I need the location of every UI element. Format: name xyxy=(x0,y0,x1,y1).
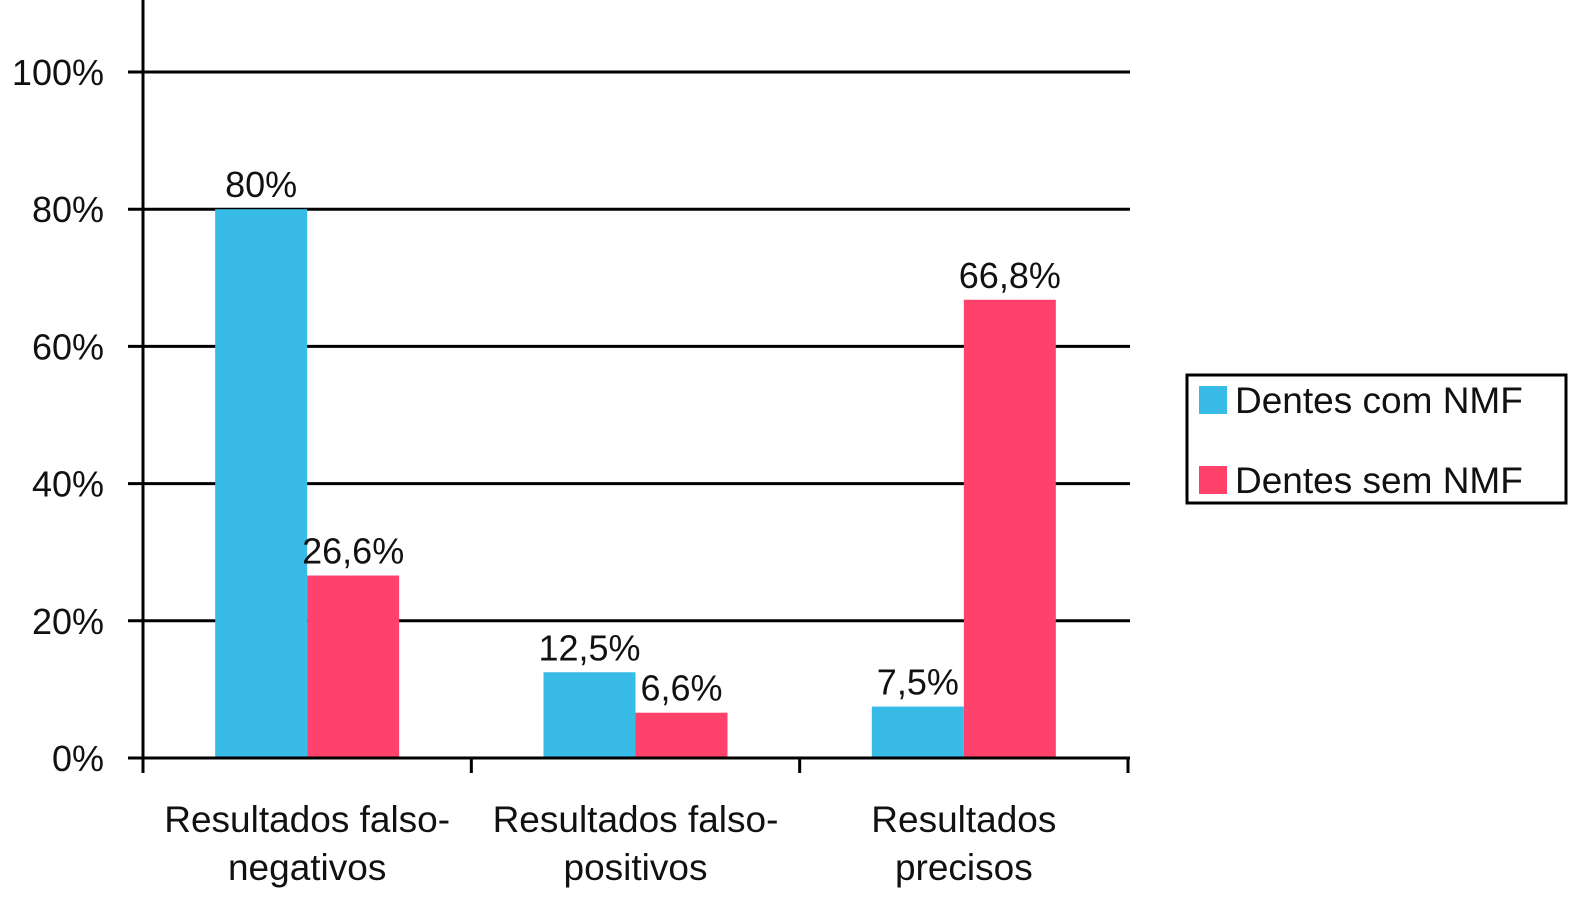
data-label: 26,6% xyxy=(302,531,404,572)
y-tick-label: 20% xyxy=(32,601,104,642)
legend-swatch xyxy=(1199,466,1227,494)
y-tick-label: 100% xyxy=(12,52,104,93)
x-category-label: precisos xyxy=(895,847,1033,888)
legend-label: Dentes com NMF xyxy=(1235,380,1523,421)
y-tick-label: 0% xyxy=(52,738,104,779)
y-tick-label: 40% xyxy=(32,464,104,505)
legend-box xyxy=(1185,373,1568,505)
bar-dentes-sem-nmf xyxy=(635,712,728,758)
data-label: 12,5% xyxy=(538,627,640,668)
data-label: 7,5% xyxy=(877,662,959,703)
y-tick-label: 60% xyxy=(32,326,104,367)
bar-dentes-com-nmf xyxy=(871,706,964,758)
bar-dentes-sem-nmf xyxy=(963,299,1056,758)
x-category-label: Resultados falso- xyxy=(493,799,779,840)
bar-dentes-com-nmf xyxy=(215,209,308,758)
x-category-label: Resultados falso- xyxy=(164,799,450,840)
x-category-label: positivos xyxy=(564,847,708,888)
data-label: 80% xyxy=(225,164,297,205)
bar-dentes-sem-nmf xyxy=(307,575,400,758)
y-tick-label: 80% xyxy=(32,189,104,230)
data-label: 6,6% xyxy=(640,668,722,709)
x-category-label: Resultados xyxy=(871,799,1056,840)
bar-dentes-com-nmf xyxy=(543,672,636,758)
data-label: 66,8% xyxy=(959,255,1061,296)
legend-swatch xyxy=(1199,386,1227,414)
x-category-label: negativos xyxy=(228,847,386,888)
legend-label: Dentes sem NMF xyxy=(1235,460,1523,501)
